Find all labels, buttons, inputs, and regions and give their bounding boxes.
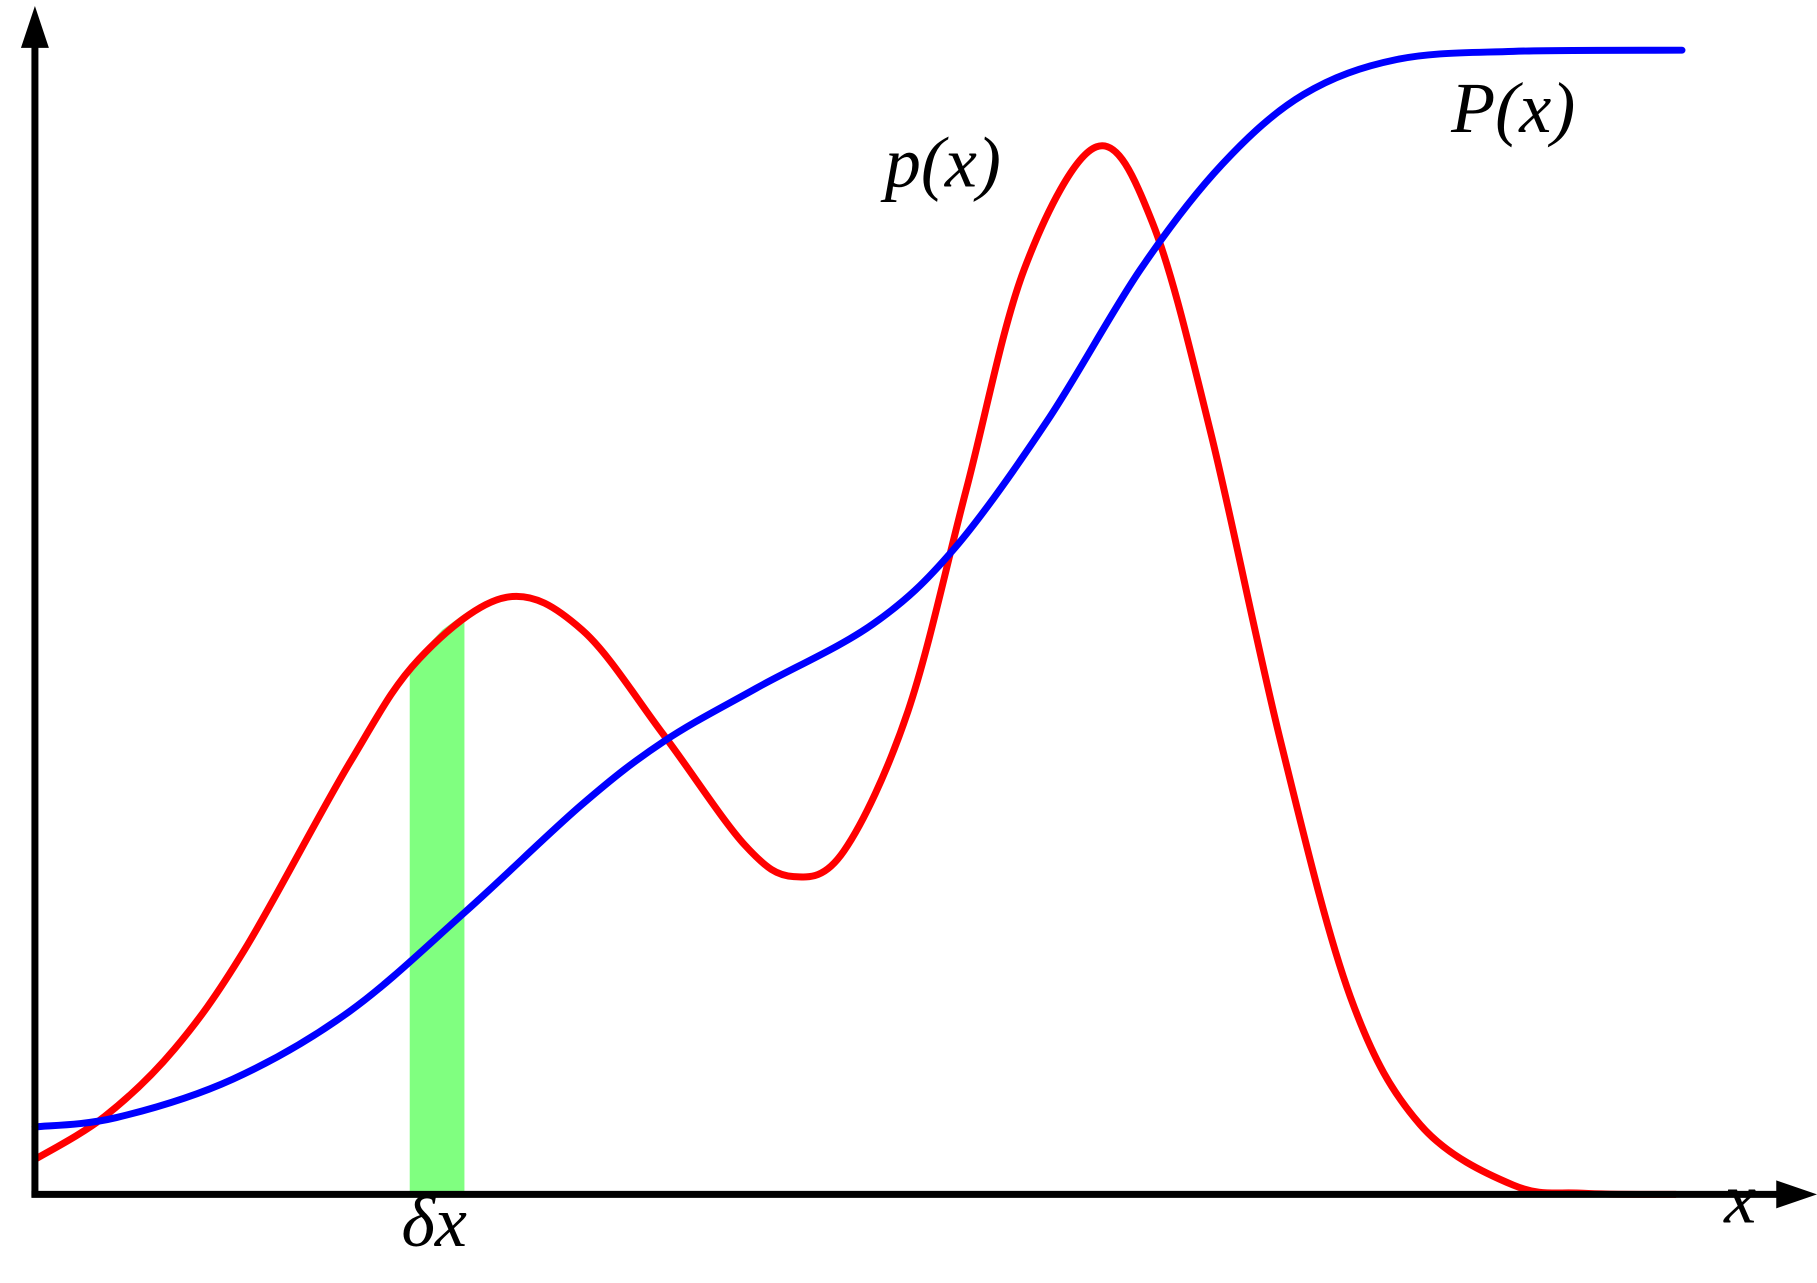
interval-band — [409, 613, 465, 1195]
x-axis-arrow — [1776, 1180, 1817, 1209]
density-curve — [33, 142, 1677, 1198]
cumulative-label: P(x) — [1450, 68, 1575, 148]
cumulative-curve — [31, 46, 1686, 1131]
density-label: p(x) — [880, 123, 1001, 203]
interval-label: δx — [401, 1182, 467, 1262]
x-axis-label: x — [1723, 1159, 1756, 1239]
y-axis-arrow — [20, 5, 49, 48]
